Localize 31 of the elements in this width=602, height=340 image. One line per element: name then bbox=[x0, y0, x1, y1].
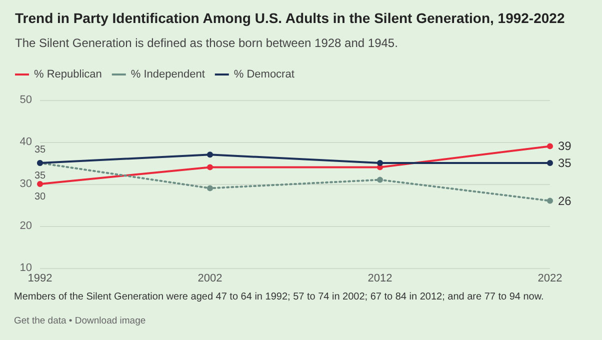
point bbox=[547, 143, 553, 150]
point bbox=[547, 160, 553, 166]
legend-label: % Republican bbox=[34, 68, 102, 80]
legend-label: % Democrat bbox=[234, 68, 294, 80]
data-label: 39 bbox=[558, 139, 572, 154]
data-label: 26 bbox=[558, 194, 572, 208]
text: Members of the Silent Generation were aged 47 to 64 in 1992; 57 to 74 in 2002; 67 to 84 in 2012; and are 77 to 94 now. bbox=[14, 292, 544, 302]
point bbox=[37, 181, 43, 187]
y-tick-label: 40 bbox=[20, 136, 32, 148]
legend-label: % Independent bbox=[130, 68, 205, 80]
x-tick-label: 2002 bbox=[198, 272, 222, 284]
point bbox=[207, 185, 213, 192]
x-tick-label: 2012 bbox=[368, 272, 392, 284]
text: Get the data • Download image bbox=[14, 316, 146, 326]
x-tick-label: 2022 bbox=[538, 272, 562, 284]
data-label: 35 bbox=[558, 156, 572, 170]
point bbox=[207, 164, 213, 170]
y-tick-label: 20 bbox=[20, 220, 32, 232]
y-tick-label: 30 bbox=[20, 178, 32, 190]
data-label: 30 bbox=[34, 192, 46, 202]
point bbox=[377, 160, 383, 166]
point bbox=[547, 198, 553, 204]
data-label: 35 bbox=[34, 144, 46, 156]
y-tick-label: 50 bbox=[20, 94, 32, 106]
x-tick-label: 1992 bbox=[28, 272, 52, 284]
chart-subtitle: The Silent Generation is defined as those born between 1928 and 1945. bbox=[15, 36, 398, 50]
chart-title: Trend in Party Identification Among U.S. Adults in the Silent Generation, 1992-2022 bbox=[15, 10, 565, 26]
point bbox=[377, 176, 383, 183]
y-tick-label: 10 bbox=[20, 262, 32, 274]
data-label: 35 bbox=[34, 170, 46, 182]
point bbox=[207, 152, 213, 158]
